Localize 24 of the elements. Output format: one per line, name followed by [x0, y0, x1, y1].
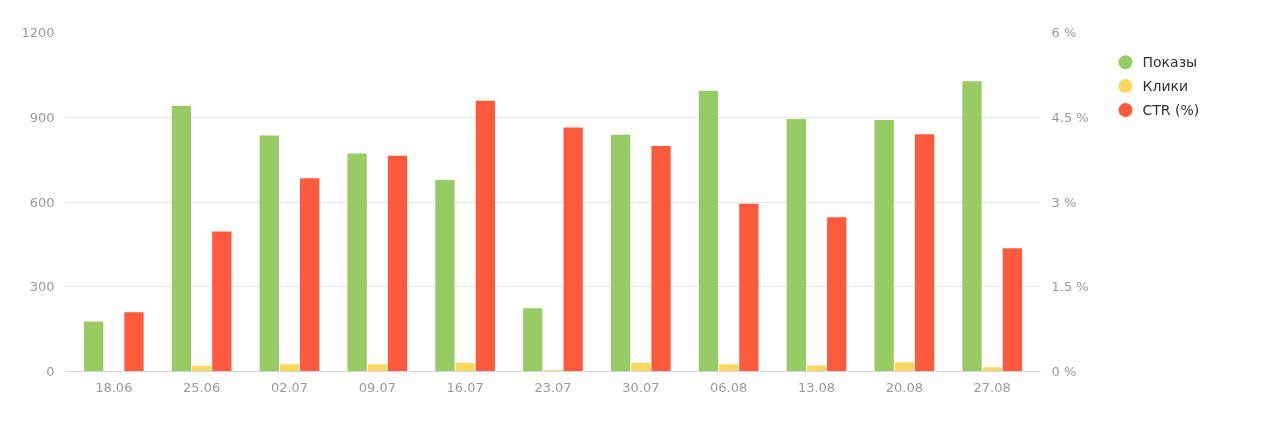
y-tick-label: 300 — [29, 279, 55, 295]
legend-label: CTR (%) — [1142, 102, 1200, 119]
y-tick-label: 600 — [29, 194, 55, 210]
x-tick-label: 09.07 — [358, 379, 396, 395]
x-tick-label: 20.08 — [885, 379, 923, 395]
y-tick-label: 1200 — [21, 25, 55, 40]
y2-tick-label: 1.5 % — [1051, 279, 1089, 295]
x-tick-label: 30.07 — [622, 379, 660, 395]
y-tick-label: 900 — [29, 109, 55, 125]
y2-tick-label: 6 % — [1051, 25, 1077, 40]
x-tick-label: 16.07 — [446, 379, 484, 395]
x-tick-label: 13.08 — [797, 379, 836, 395]
y2-tick-label: 0 % — [1051, 364, 1077, 379]
x-tick-label: 25.06 — [183, 379, 221, 395]
legend-label: Клики — [1142, 78, 1189, 95]
y-tick-label: 0 — [46, 364, 55, 379]
x-tick-label: 23.07 — [534, 379, 572, 395]
y2-tick-label: 3 % — [1051, 194, 1077, 210]
x-tick-label: 06.08 — [710, 379, 748, 395]
x-tick-label: 18.06 — [95, 379, 133, 395]
y2-tick-label: 4.5 % — [1051, 109, 1089, 125]
legend-label: Показы — [1142, 54, 1198, 71]
x-tick-label: 02.07 — [270, 379, 309, 395]
x-tick-label: 27.08 — [973, 379, 1011, 395]
